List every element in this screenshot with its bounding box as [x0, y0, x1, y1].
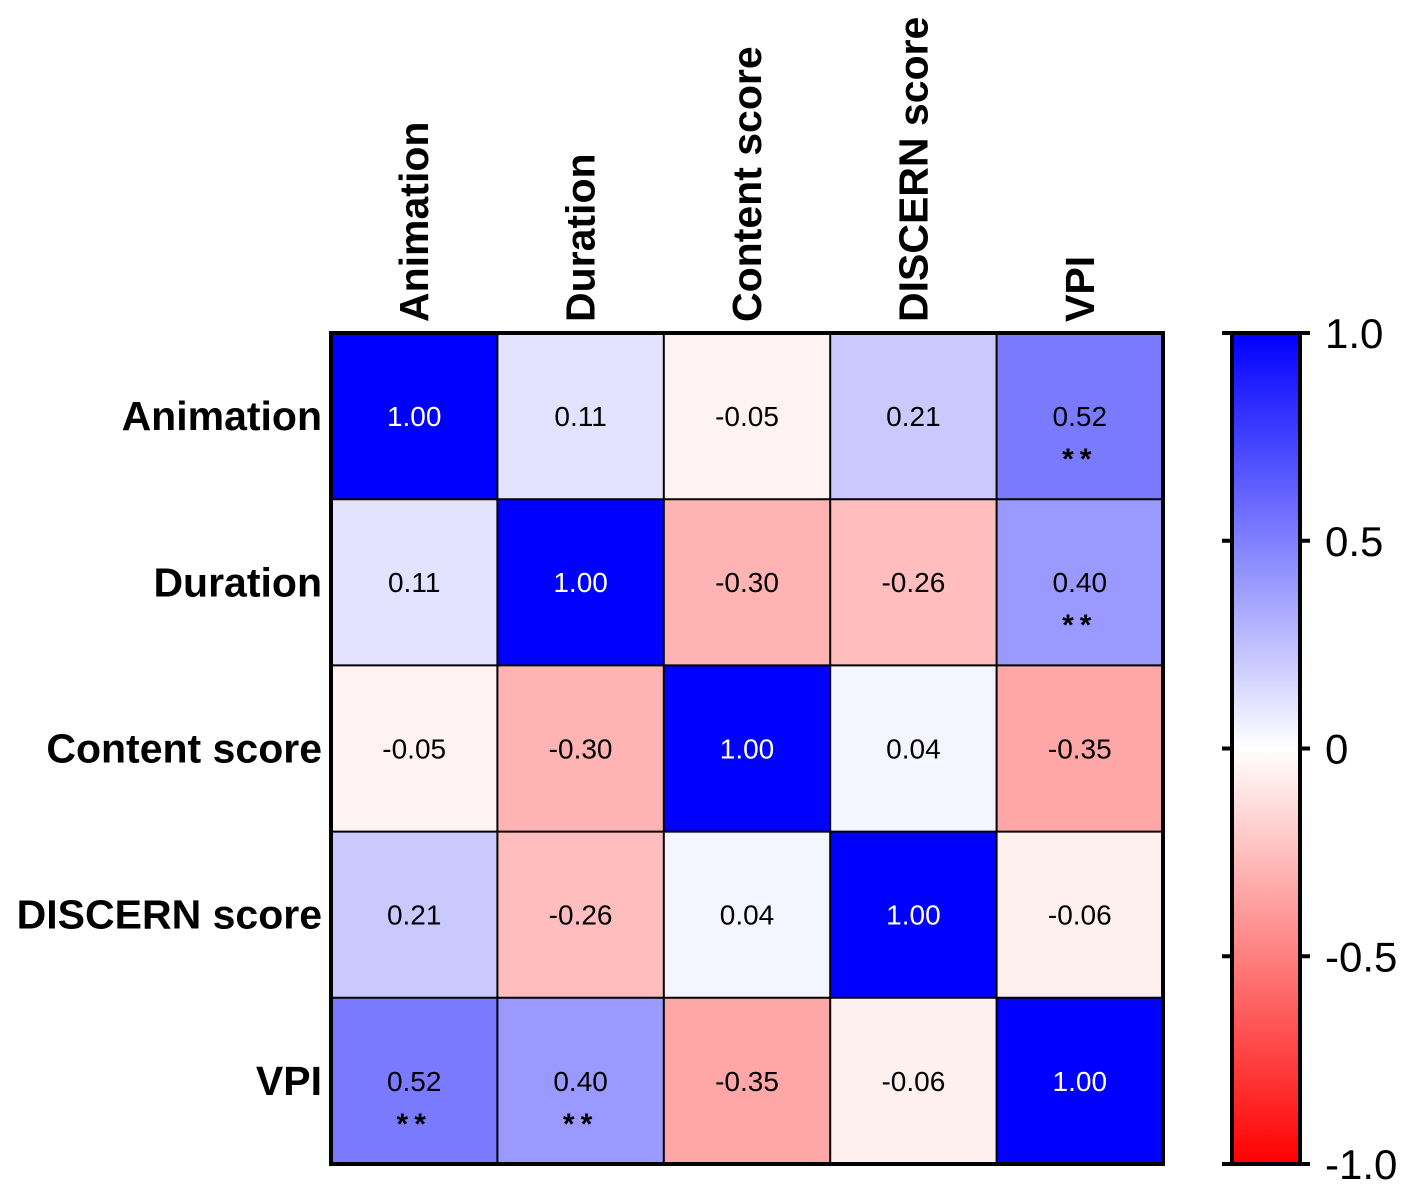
- colorbar-tick-label: 0.5: [1325, 518, 1383, 565]
- heatmap-cell: [497, 665, 664, 832]
- cell-value-label: 0.40: [553, 1066, 608, 1097]
- cell-value-label: 0.11: [554, 401, 606, 432]
- cell-value-label: 1.00: [1053, 1066, 1108, 1097]
- heatmap-border: [329, 331, 1165, 1166]
- colorbar-gradient: [1230, 331, 1302, 1166]
- heatmap-cell: [996, 997, 1163, 1164]
- heatmap-cell: [996, 499, 1163, 666]
- cell-value-label: -0.26: [549, 900, 613, 931]
- colorbar-tick-label: 1.0: [1325, 310, 1383, 357]
- cell-value-label: 1.00: [886, 900, 941, 931]
- cell-significance-marker: **: [563, 1108, 598, 1141]
- colorbar-tick-label: -1.0: [1325, 1141, 1397, 1188]
- cell-value-label: -0.35: [715, 1066, 779, 1097]
- heatmap-cell: [830, 831, 997, 998]
- heatmap-cell: [497, 499, 664, 666]
- heatmap-cell: [996, 665, 1163, 832]
- cell-value-label: -0.05: [382, 733, 446, 764]
- heatmap-cell: [331, 665, 498, 832]
- heatmap-cell: [331, 499, 498, 666]
- cell-value-label: 0.52: [1053, 401, 1108, 432]
- heatmap-cell: [663, 333, 831, 500]
- cell-value-label: -0.06: [881, 1066, 945, 1097]
- cell-value-label: -0.35: [1048, 733, 1112, 764]
- cell-value-label: 0.52: [387, 1066, 442, 1097]
- cell-value-label: 0.11: [388, 567, 440, 598]
- column-labels: Animation Duration Content score DISCERN sc…: [391, 17, 1103, 322]
- cell-significance-marker: **: [1062, 609, 1097, 642]
- heatmap-cell: [497, 831, 664, 998]
- cell-value-label: 0.04: [886, 733, 941, 764]
- colorbar-ticks: 1.0 0.5 0 -0.5 -1.0: [1222, 310, 1397, 1188]
- heatmap-cell: [663, 997, 831, 1164]
- cell-significance-marker: **: [1062, 443, 1097, 476]
- cell-value-label: -0.30: [549, 733, 613, 764]
- column-label: DISCERN score: [890, 17, 936, 322]
- heatmap-cell: [497, 997, 664, 1164]
- heatmap-cell: [996, 333, 1163, 500]
- cell-value-label: 1.00: [720, 733, 775, 764]
- cell-value-label: -0.26: [881, 567, 945, 598]
- colorbar-tick-label: -0.5: [1325, 933, 1397, 980]
- heatmap-cell: [331, 831, 498, 998]
- heatmap-cell: [663, 831, 831, 998]
- colorbar-tick-label: 0: [1325, 726, 1348, 773]
- cell-value-label: 1.00: [553, 567, 608, 598]
- row-labels: Animation Duration Content score DISCERN sc…: [17, 393, 322, 1104]
- heatmap-cell: [996, 831, 1163, 998]
- row-label: Duration: [153, 559, 322, 605]
- heatmap-cell: [663, 665, 831, 832]
- heatmap-cell: [830, 665, 997, 832]
- heatmap-cell: [830, 997, 997, 1164]
- cell-value-label: 0.21: [387, 900, 442, 931]
- column-label: Duration: [558, 153, 604, 322]
- cell-value-label: 1.00: [387, 401, 442, 432]
- cell-value-label: 0.04: [720, 900, 775, 931]
- heatmap-cell: [830, 333, 997, 500]
- heatmap-cell: [331, 997, 498, 1164]
- heatmap-cell: [497, 333, 664, 500]
- cell-significance-marker: **: [397, 1108, 432, 1141]
- column-label: VPI: [1057, 256, 1103, 322]
- row-label: VPI: [256, 1058, 322, 1104]
- colorbar: [1230, 331, 1302, 1166]
- heatmap-cell: [663, 499, 831, 666]
- cell-value-label: -0.06: [1048, 900, 1112, 931]
- column-label: Animation: [391, 122, 437, 322]
- heatmap-cell: [830, 499, 997, 666]
- cell-value-label: -0.30: [715, 567, 779, 598]
- cell-value-label: 0.40: [1053, 567, 1108, 598]
- cell-value-label: -0.05: [715, 401, 779, 432]
- column-label: Content score: [724, 46, 770, 322]
- row-label: DISCERN score: [17, 892, 322, 938]
- heatmap-cells: 1.00 0.11 -0.05 0.21 0.52 ** 0.11 1.00 -0.30 -0.2…: [331, 333, 1163, 1164]
- row-label: Content score: [46, 726, 322, 772]
- heatmap-cell: [331, 333, 498, 500]
- row-label: Animation: [122, 393, 322, 439]
- heatmap-grid: [329, 331, 1165, 1166]
- cell-value-label: 0.21: [886, 401, 941, 432]
